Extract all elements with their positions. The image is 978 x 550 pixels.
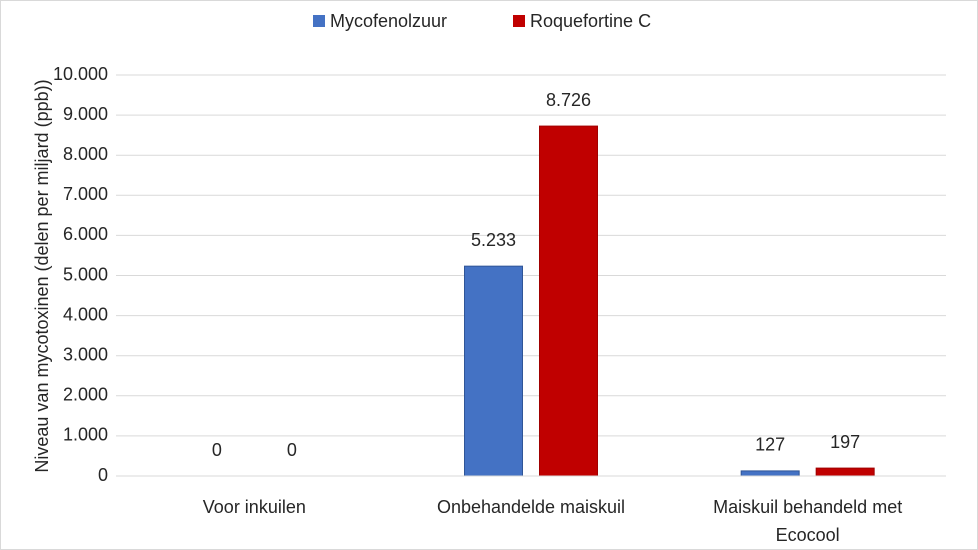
y-tick-label: 8.000: [63, 144, 108, 164]
x-tick-label: Maiskuil behandeld met Ecocool: [713, 497, 903, 545]
bar: [815, 467, 875, 477]
data-label: 197: [830, 432, 860, 452]
y-tick-label: 3.000: [63, 344, 108, 364]
data-label: 127: [755, 435, 785, 455]
y-tick-label: 0: [98, 465, 108, 485]
y-tick-label: 9.000: [63, 104, 108, 124]
y-tick-label: 6.000: [63, 224, 108, 244]
data-label: 0: [212, 440, 222, 460]
y-axis-label: Niveau van mycotoxinen (delen per miljar…: [32, 79, 52, 472]
y-tick-label: 10.000: [53, 64, 108, 84]
data-label: 0: [287, 440, 297, 460]
y-tick-label: 4.000: [63, 304, 108, 324]
x-tick-label: Voor inkuilen: [202, 497, 306, 517]
data-label: 5.233: [471, 230, 516, 250]
bar: [740, 470, 800, 477]
legend-swatch: [513, 15, 525, 27]
y-tick-label: 2.000: [63, 385, 108, 405]
bar: [464, 265, 523, 477]
legend-label: Roquefortine C: [530, 11, 651, 31]
legend-swatch: [313, 15, 325, 27]
y-tick-label: 5.000: [63, 264, 108, 284]
y-tick-label: 1.000: [63, 425, 108, 445]
y-tick-label: 7.000: [63, 184, 108, 204]
bar: [539, 125, 598, 477]
x-tick-label: Onbehandelde maiskuil: [436, 497, 626, 517]
legend-label: Mycofenolzuur: [330, 11, 447, 31]
data-label: 8.726: [546, 90, 591, 110]
